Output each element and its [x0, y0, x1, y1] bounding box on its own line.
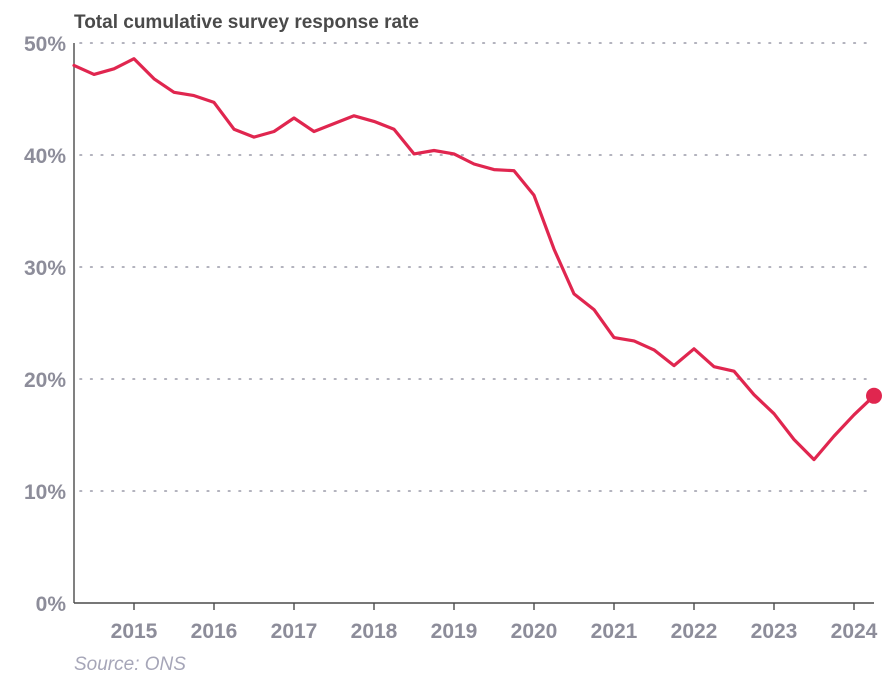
y-tick-label: 10% — [24, 481, 66, 504]
latest-point-marker — [866, 387, 882, 404]
x-tick-label: 2021 — [591, 620, 638, 643]
y-tick-label: 30% — [24, 257, 66, 280]
x-tick-label: 2023 — [751, 620, 798, 643]
series-line — [72, 57, 876, 462]
x-tick-label: 2018 — [351, 620, 398, 643]
y-tick-label: 20% — [24, 369, 66, 392]
x-tick-label: 2017 — [271, 620, 318, 643]
x-tick-label: 2019 — [431, 620, 478, 643]
y-tick-label: 40% — [24, 145, 66, 168]
y-tick-label: 50% — [24, 33, 66, 56]
chart-title: Total cumulative survey response rate — [74, 12, 419, 33]
x-tick-label: 2020 — [511, 620, 558, 643]
grid-layer — [79, 42, 871, 492]
x-tick-label: 2016 — [191, 620, 238, 643]
y-tick-label: 0% — [36, 593, 67, 616]
x-tick-label: 2024 — [831, 620, 878, 643]
x-tick-label: 2015 — [111, 620, 158, 643]
source-note: Source: ONS — [74, 654, 186, 675]
x-axis-ticks: 2015 2016 2017 2018 2019 2020 2021 2022 2023 2024 — [111, 603, 878, 643]
series-layer — [72, 57, 882, 462]
axis-layer — [73, 43, 874, 604]
x-tick-label: 2022 — [671, 620, 718, 643]
y-axis-ticks: 0% 10% 20% 30% 40% 50% — [24, 33, 66, 616]
